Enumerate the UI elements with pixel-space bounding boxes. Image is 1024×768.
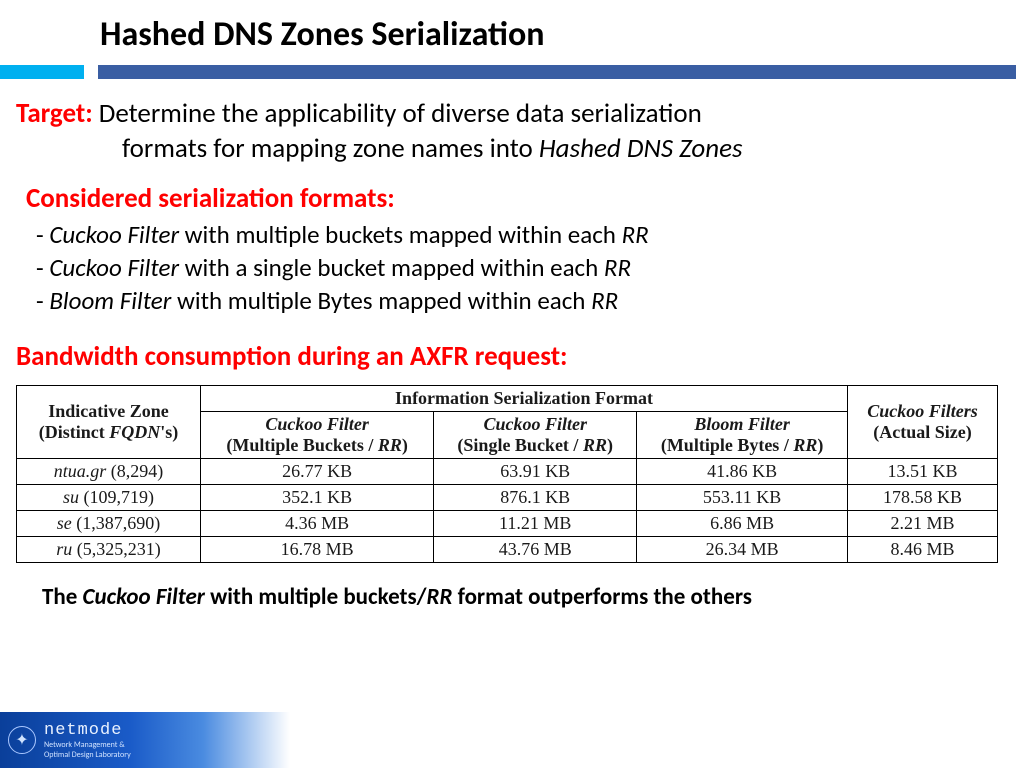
ruler-accent-long: [98, 65, 1016, 79]
formats-header: Considered serialization formats:: [26, 182, 998, 215]
footer-sub2: Optimal Design Laboratory: [44, 751, 131, 759]
footer-brand: netmode: [44, 722, 131, 739]
table-row: ntua.gr (8,294) 26.77 KB 63.91 KB 41.86 …: [17, 459, 998, 485]
table-row: se (1,387,690) 4.36 MB 11.21 MB 6.86 MB …: [17, 511, 998, 537]
table-row: su (109,719) 352.1 KB 876.1 KB 553.11 KB…: [17, 485, 998, 511]
col-cuckoo-multi-header: Cuckoo Filter (Multiple Buckets / RR): [200, 412, 433, 459]
col-zone-header: Indicative Zone (Distinct FQDN's): [17, 386, 201, 459]
target-text-2b: Hashed DNS Zones: [539, 132, 743, 165]
format-item: - Cuckoo Filter with a single bucket map…: [36, 252, 998, 283]
target-text-1: Determine the applicability of diverse d…: [99, 97, 702, 130]
col-bloom-header: Bloom Filter (Multiple Bytes / RR): [637, 412, 848, 459]
title-ruler: [0, 65, 1024, 79]
formats-list: - Cuckoo Filter with multiple buckets ma…: [16, 219, 998, 316]
format-item: - Cuckoo Filter with multiple buckets ma…: [36, 219, 998, 250]
col-group-header: Information Serialization Format: [200, 386, 847, 412]
conclusion-line: The Cuckoo Filter with multiple buckets/…: [42, 583, 998, 611]
target-label: Target:: [16, 97, 93, 130]
bandwidth-header: Bandwidth consumption during an AXFR req…: [16, 340, 998, 373]
col-cuckoo-single-header: Cuckoo Filter (Single Bucket / RR): [434, 412, 637, 459]
footer-sub1: Network Management &: [44, 741, 131, 749]
slide-title: Hashed DNS Zones Serialization: [100, 14, 1024, 55]
format-item: - Bloom Filter with multiple Bytes mappe…: [36, 285, 998, 316]
footer-badge-icon: ✦: [8, 726, 36, 754]
col-actual-header: Cuckoo Filters (Actual Size): [848, 386, 998, 459]
target-text-2a: formats for mapping zone names into: [122, 132, 539, 165]
footer-logo-bar: ✦ netmode Network Management & Optimal D…: [0, 712, 290, 768]
table-row: ru (5,325,231) 16.78 MB 43.76 MB 26.34 M…: [17, 537, 998, 563]
target-paragraph: Target: Determine the applicability of d…: [16, 97, 998, 166]
bandwidth-table: Indicative Zone (Distinct FQDN's) Inform…: [16, 385, 998, 563]
ruler-accent-short: [0, 65, 84, 79]
